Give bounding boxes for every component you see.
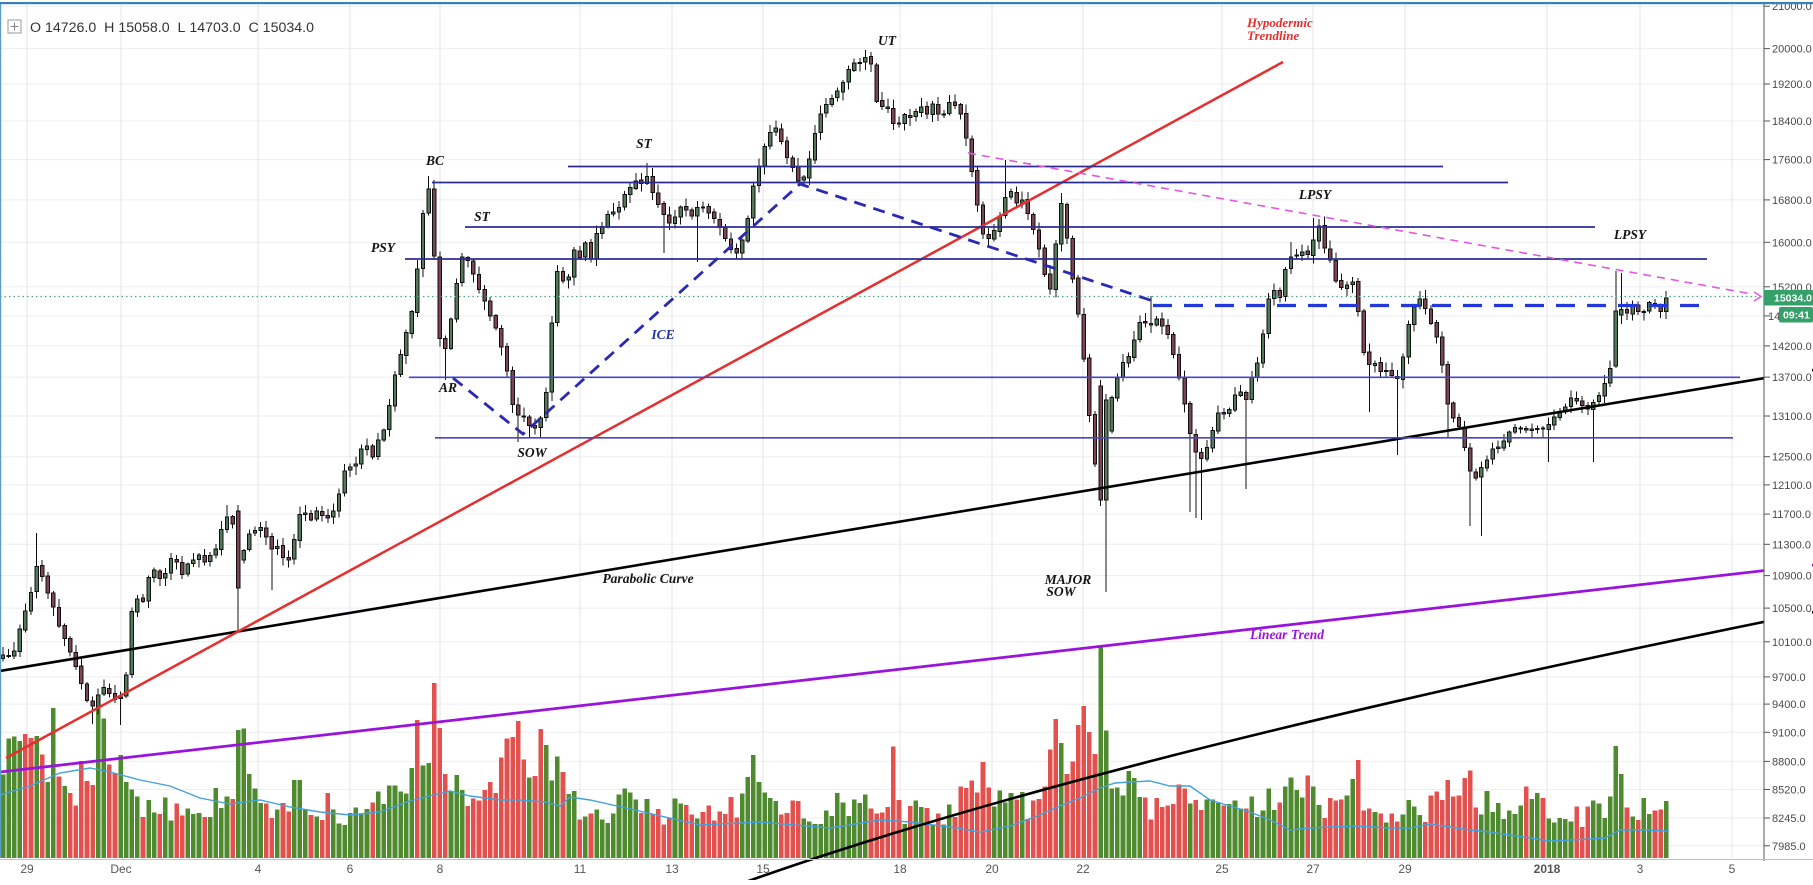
svg-text:7985.0: 7985.0 [1772, 841, 1806, 853]
svg-text:14200.0: 14200.0 [1772, 341, 1812, 353]
svg-text:12100.0: 12100.0 [1772, 480, 1812, 492]
svg-text:20: 20 [985, 862, 999, 876]
svg-text:SOW: SOW [1046, 584, 1076, 599]
svg-text:11300.0: 11300.0 [1772, 539, 1811, 551]
svg-text:O 14726.0 H 15058.0 L 14703.: O 14726.0 H 15058.0 L 14703.0 C 15034.0 [30, 20, 314, 36]
svg-text:ST: ST [474, 209, 491, 224]
svg-text:15: 15 [756, 862, 770, 876]
svg-text:10100.0: 10100.0 [1772, 637, 1812, 649]
svg-text:8800.0: 8800.0 [1772, 756, 1806, 768]
svg-text:18: 18 [893, 862, 907, 876]
svg-text:LPSY: LPSY [1298, 187, 1333, 202]
svg-text:ST: ST [636, 136, 653, 151]
svg-text:UT: UT [878, 33, 897, 48]
svg-text:13100.0: 13100.0 [1772, 411, 1812, 423]
svg-text:17600.0: 17600.0 [1772, 155, 1812, 167]
svg-text:09:41: 09:41 [1783, 310, 1810, 322]
svg-text:27: 27 [1306, 862, 1320, 876]
svg-text:8520.0: 8520.0 [1772, 785, 1806, 797]
svg-text:SOW: SOW [517, 445, 547, 460]
svg-text:4: 4 [255, 862, 262, 876]
svg-text:29: 29 [1398, 862, 1412, 876]
svg-text:6: 6 [347, 862, 354, 876]
svg-text:11700.0: 11700.0 [1772, 509, 1811, 521]
svg-text:25: 25 [1215, 862, 1229, 876]
svg-text:13: 13 [665, 862, 679, 876]
svg-text:8245.0: 8245.0 [1772, 813, 1806, 825]
svg-text:19200.0: 19200.0 [1772, 79, 1812, 91]
svg-text:20000.0: 20000.0 [1772, 44, 1812, 56]
svg-text:22: 22 [1076, 862, 1090, 876]
svg-text:Parabolic Curve: Parabolic Curve [602, 571, 693, 586]
svg-text:13700.0: 13700.0 [1772, 372, 1812, 384]
svg-text:10900.0: 10900.0 [1772, 571, 1812, 583]
svg-text:10500.0: 10500.0 [1772, 603, 1812, 615]
svg-text:8: 8 [437, 862, 444, 876]
svg-text:12500.0: 12500.0 [1772, 452, 1812, 464]
svg-text:16800.0: 16800.0 [1772, 195, 1812, 207]
svg-text:Linear Trend: Linear Trend [1249, 627, 1324, 642]
svg-text:3: 3 [1637, 862, 1644, 876]
svg-text:BC: BC [425, 153, 445, 168]
svg-text:9700.0: 9700.0 [1772, 672, 1806, 684]
svg-text:PSY: PSY [371, 240, 397, 255]
svg-text:Dec: Dec [110, 862, 131, 876]
svg-text:Hypodermic: Hypodermic [1246, 15, 1313, 30]
svg-text:MAJOR: MAJOR [1044, 572, 1092, 587]
svg-text:Trendline: Trendline [1247, 28, 1299, 43]
svg-text:ICE: ICE [650, 327, 674, 342]
svg-text:11: 11 [574, 862, 587, 876]
svg-text:5: 5 [1729, 862, 1736, 876]
svg-text:AR: AR [438, 380, 457, 395]
svg-text:16000.0: 16000.0 [1772, 237, 1812, 249]
svg-text:LPSY: LPSY [1613, 227, 1648, 242]
svg-text:29: 29 [20, 862, 34, 876]
svg-text:2018: 2018 [1534, 862, 1561, 876]
svg-text:18400.0: 18400.0 [1772, 116, 1812, 128]
svg-text:9400.0: 9400.0 [1772, 699, 1806, 711]
svg-text:15034.0: 15034.0 [1774, 293, 1812, 305]
svg-text:9100.0: 9100.0 [1772, 727, 1806, 739]
